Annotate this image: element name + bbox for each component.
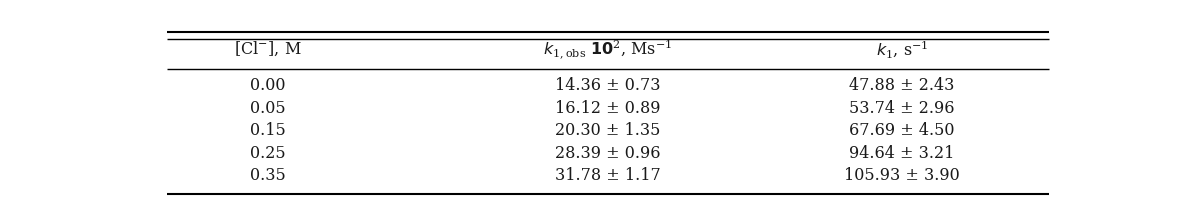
Text: 0.00: 0.00 (250, 77, 286, 94)
Text: 67.69 ± 4.50: 67.69 ± 4.50 (849, 122, 955, 139)
Text: $k_{\mathregular{1,obs}}\ \mathbf{10}^{\mathregular{2}}$, Ms$^{\mathregular{-1}}: $k_{\mathregular{1,obs}}\ \mathbf{10}^{\… (543, 37, 672, 61)
Text: 28.39 ± 0.96: 28.39 ± 0.96 (555, 145, 661, 162)
Text: 0.05: 0.05 (250, 100, 286, 117)
Text: [Cl$^{-}$], M: [Cl$^{-}$], M (234, 40, 301, 58)
Text: 0.25: 0.25 (250, 145, 286, 162)
Text: 53.74 ± 2.96: 53.74 ± 2.96 (849, 100, 955, 117)
Text: $k_{\mathregular{1}}$, s$^{\mathregular{-1}}$: $k_{\mathregular{1}}$, s$^{\mathregular{… (875, 38, 929, 60)
Text: 16.12 ± 0.89: 16.12 ± 0.89 (555, 100, 661, 117)
Text: 105.93 ± 3.90: 105.93 ± 3.90 (844, 167, 959, 184)
Text: 0.35: 0.35 (250, 167, 286, 184)
Text: 31.78 ± 1.17: 31.78 ± 1.17 (555, 167, 661, 184)
Text: 0.15: 0.15 (250, 122, 286, 139)
Text: 47.88 ± 2.43: 47.88 ± 2.43 (849, 77, 955, 94)
Text: 14.36 ± 0.73: 14.36 ± 0.73 (555, 77, 661, 94)
Text: 94.64 ± 3.21: 94.64 ± 3.21 (849, 145, 955, 162)
Text: 20.30 ± 1.35: 20.30 ± 1.35 (555, 122, 661, 139)
